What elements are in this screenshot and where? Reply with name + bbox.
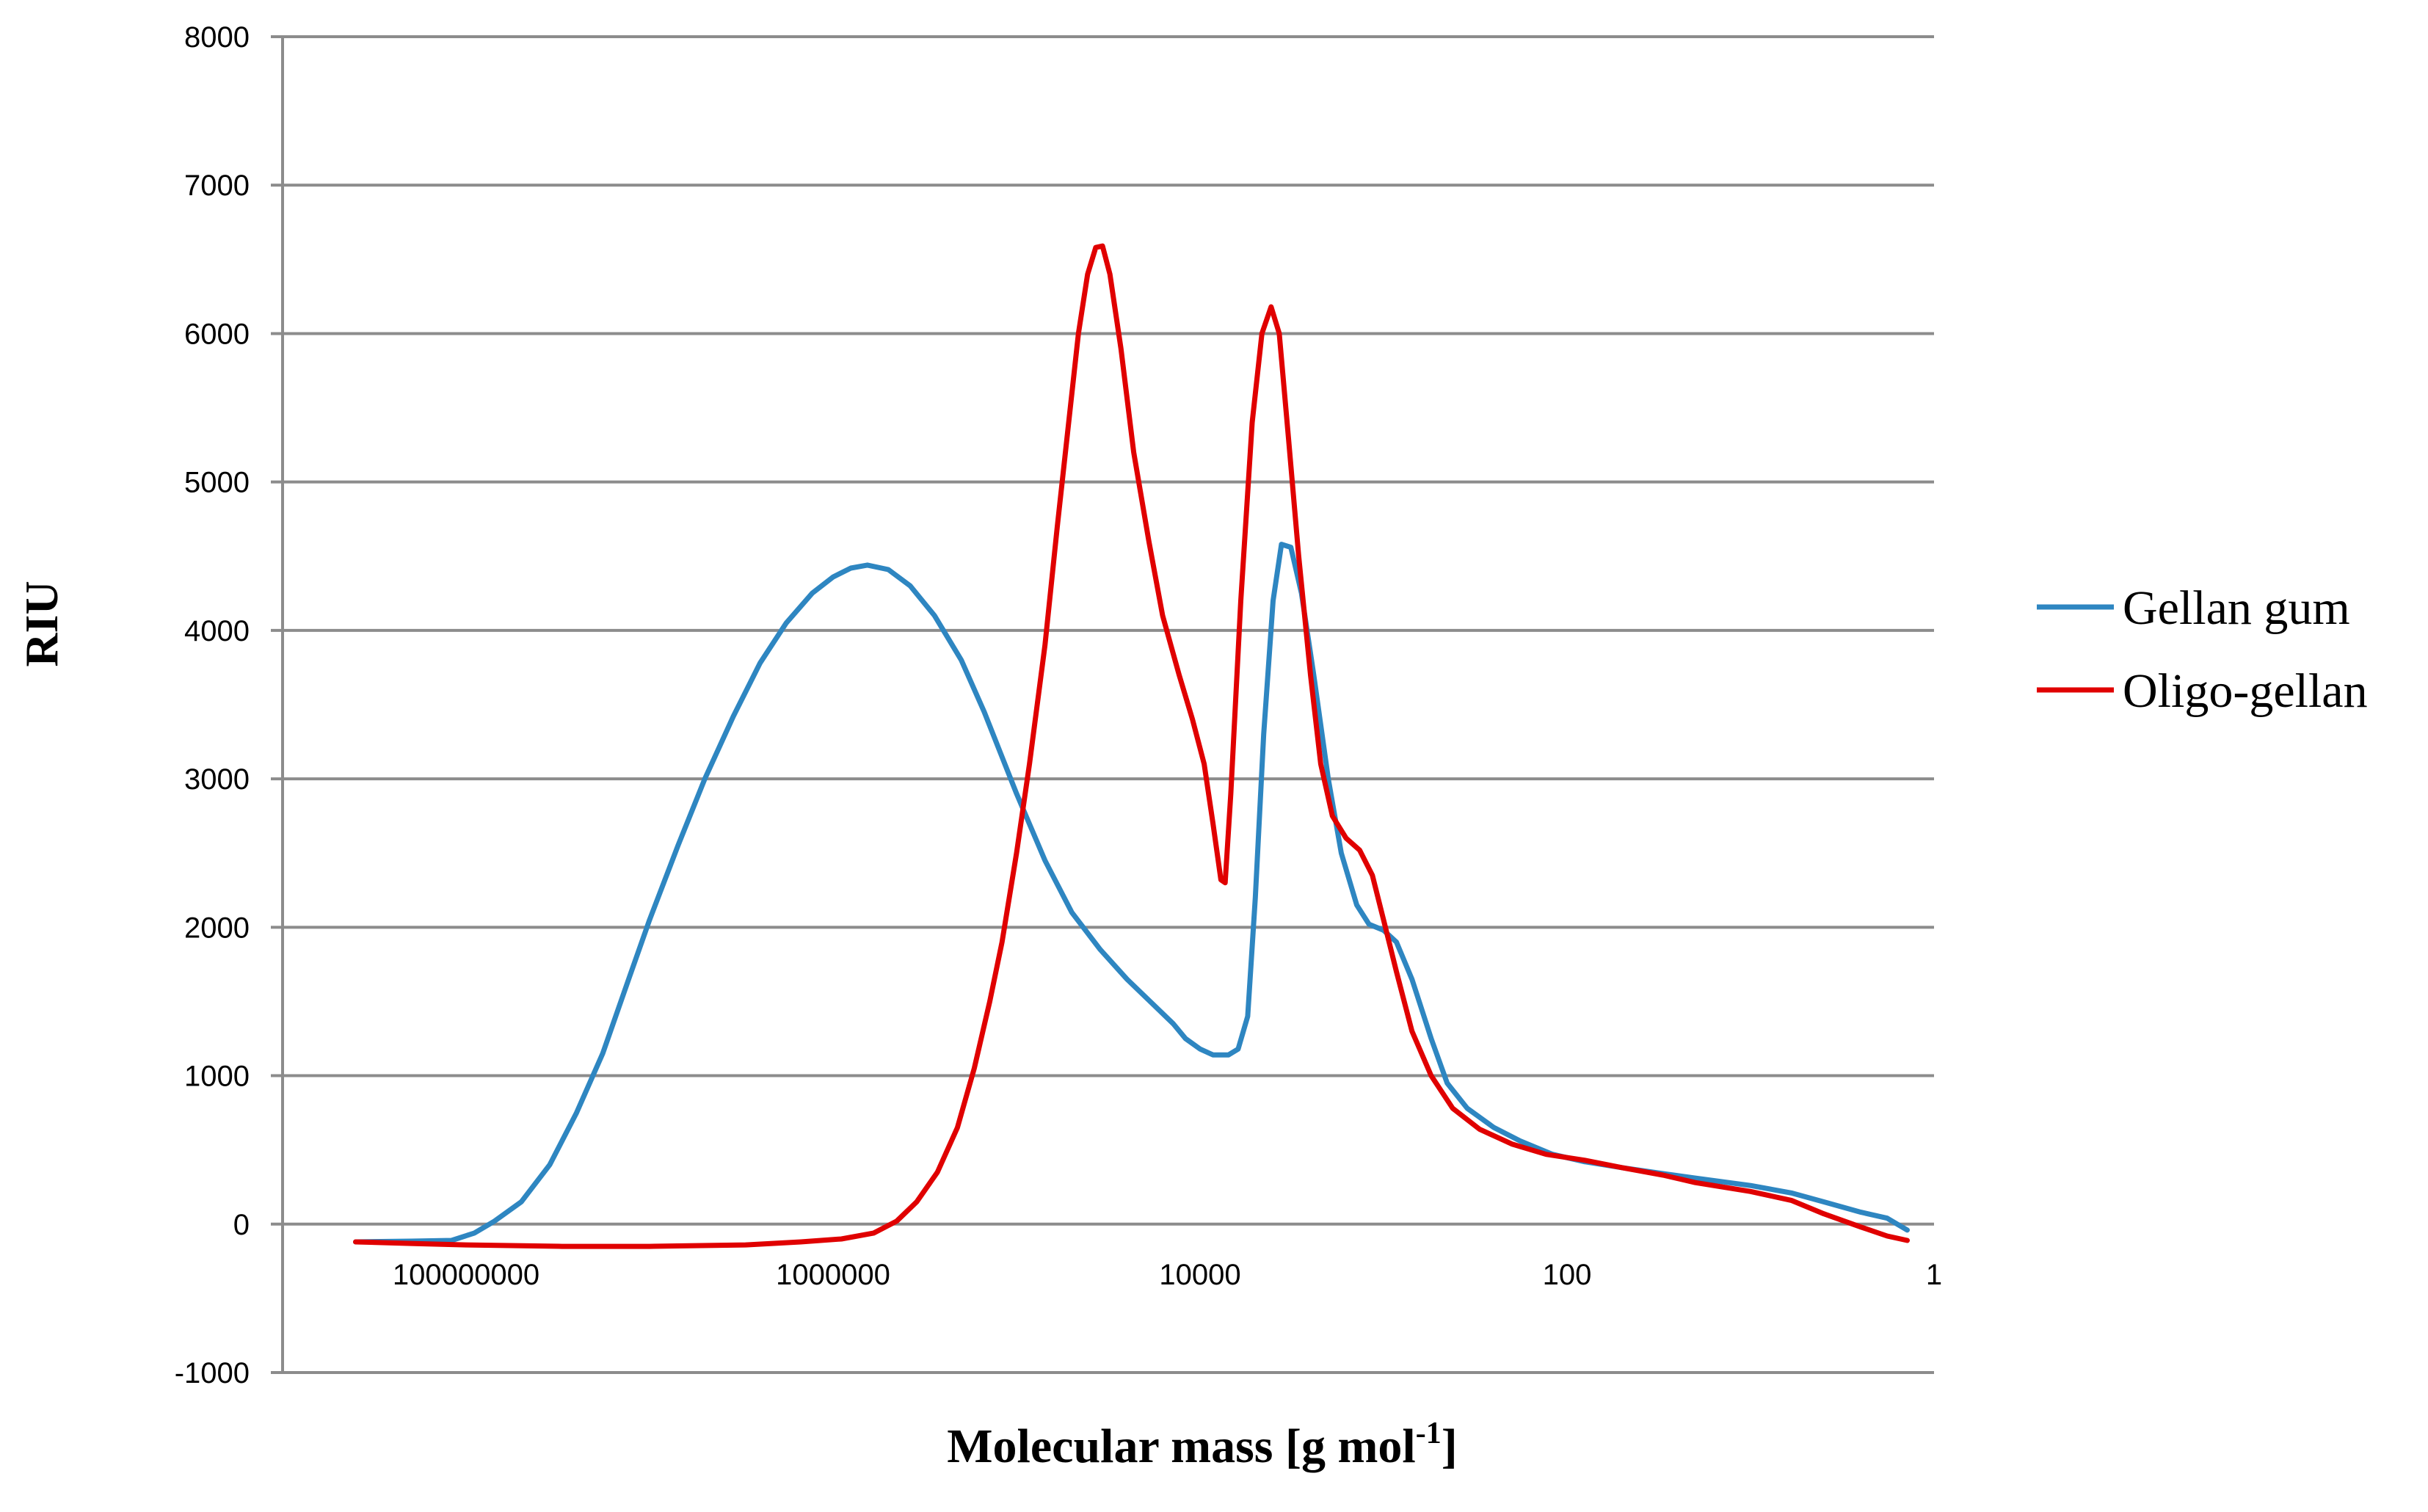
y-tick-label: 5000 [184,467,250,499]
gridlines [271,35,1934,1374]
x-axis-title: Molecular mass [g mol-1] [947,1417,1458,1473]
y-axis-title: RIU [15,581,68,666]
x-tick-label: 10000 [1159,1259,1240,1291]
x-tick-label: 100000000 [393,1259,539,1291]
legend-label-oligo-gellan: Oligo-gellan [2123,664,2368,718]
x-axis-title-superscript: -1 [1416,1417,1442,1450]
y-tick-label: 6000 [184,318,250,350]
y-tick-label: 3000 [184,763,250,796]
x-tick-label: 1 [1926,1259,1942,1291]
y-tick-label: -1000 [175,1357,250,1389]
series-line-gellan-gum [353,542,1910,1245]
y-tick-label: 7000 [184,170,250,202]
x-axis-title-main: Molecular mass [g mol [947,1420,1416,1473]
legend-label-gellan-gum: Gellan gum [2123,581,2350,635]
x-tick-label: 1000000 [776,1259,890,1291]
x-tick-labels: 100000000 1000000 10000 100 1 [393,1259,1942,1291]
x-tick-label: 100 [1543,1259,1592,1291]
y-tick-label: 2000 [184,912,250,944]
series-line-oligo-gellan [353,243,1910,1249]
series-group [353,243,1910,1249]
x-axis-title-end: ] [1442,1420,1458,1473]
legend: Gellan gum Oligo-gellan [2037,581,2368,718]
y-tick-label: 0 [233,1209,250,1241]
y-tick-label: 8000 [184,21,250,54]
y-tick-label: 1000 [184,1061,250,1093]
y-tick-labels: -1000 0 1000 2000 3000 4000 5000 6000 7000 8000 [175,21,250,1389]
y-tick-label: 4000 [184,615,250,647]
